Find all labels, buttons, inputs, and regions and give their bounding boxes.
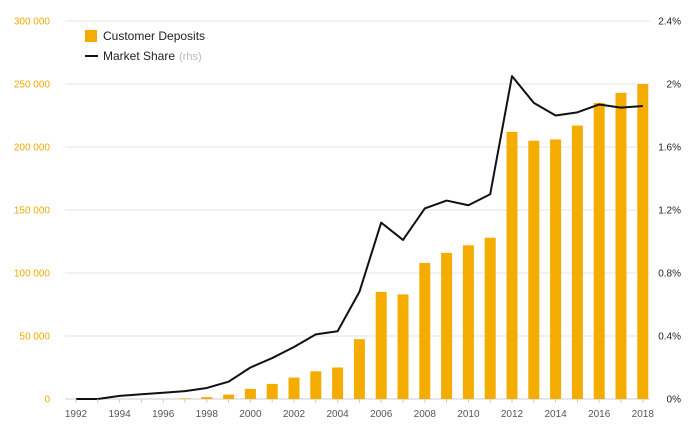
x-tick-label: 2002 — [283, 409, 306, 420]
right-tick-label: 0.8% — [658, 269, 681, 280]
bar-customer-deposits-2002 — [288, 377, 300, 399]
legend: Customer Deposits Market Share (rhs) — [85, 29, 205, 63]
x-tick-label: 2004 — [326, 409, 349, 420]
right-tick-label: 1.2% — [658, 206, 681, 217]
legend-label-market-share-suffix: (rhs) — [179, 51, 202, 63]
right-tick-label: 0% — [667, 395, 682, 406]
left-tick-label: 100 000 — [14, 269, 51, 280]
legend-label-market-share-name: Market Share — [103, 49, 175, 63]
bar-customer-deposits-1998 — [201, 397, 213, 399]
bar-customer-deposits-2006 — [375, 291, 387, 399]
line-market-share — [76, 75, 643, 400]
x-tick-label: 2008 — [414, 409, 437, 420]
left-tick-label: 300 000 — [14, 17, 51, 28]
left-tick-label: 250 000 — [14, 80, 51, 91]
left-tick-label: 200 000 — [14, 143, 51, 154]
bar-customer-deposits-1999 — [223, 394, 235, 399]
bar-customer-deposits-2014 — [550, 139, 562, 399]
bars-customer-deposits — [179, 84, 649, 400]
legend-label-customer-deposits: Customer Deposits — [103, 29, 205, 43]
legend-label-market-share: Market Share (rhs) — [103, 49, 202, 63]
bar-customer-deposits-2018 — [637, 84, 649, 399]
right-tick-label: 1.6% — [658, 143, 681, 154]
bar-customer-deposits-2004 — [332, 367, 344, 399]
bar-customer-deposits-2007 — [397, 294, 409, 399]
bar-customer-deposits-2008 — [419, 262, 431, 399]
bar-customer-deposits-2001 — [266, 383, 278, 399]
x-tick-label: 1994 — [108, 409, 131, 420]
x-tick-label: 1992 — [65, 409, 88, 420]
right-tick-label: 2.4% — [658, 17, 681, 28]
x-tick-label: 2016 — [588, 409, 611, 420]
bar-customer-deposits-2012 — [506, 131, 518, 399]
bar-customer-deposits-2009 — [441, 252, 453, 399]
x-tick-label: 2010 — [457, 409, 480, 420]
bar-customer-deposits-2015 — [571, 125, 583, 399]
x-tick-label: 2014 — [544, 409, 567, 420]
bar-customer-deposits-2000 — [244, 388, 256, 399]
x-tick-label: 2012 — [501, 409, 524, 420]
bar-customer-deposits-2013 — [528, 140, 540, 399]
market-share-line — [76, 75, 643, 400]
bar-customer-deposits-1997 — [179, 398, 191, 399]
x-tick-label: 2006 — [370, 409, 393, 420]
x-tick-label: 1998 — [196, 409, 219, 420]
right-axis: 0% 0.4% 0.8% 1.2% 1.6% 2% 2.4% — [658, 17, 681, 406]
bar-customer-deposits-2011 — [484, 237, 496, 399]
x-tick-label: 2018 — [632, 409, 655, 420]
bar-customer-deposits-2010 — [462, 245, 474, 399]
bar-customer-deposits-2017 — [615, 92, 627, 399]
bar-customer-deposits-2016 — [593, 102, 605, 400]
legend-swatch-customer-deposits — [85, 30, 97, 42]
bar-customer-deposits-2003 — [310, 371, 322, 399]
right-tick-label: 0.4% — [658, 332, 681, 343]
left-tick-label: 50 000 — [19, 332, 50, 343]
bar-customer-deposits-2005 — [353, 339, 365, 399]
x-axis: 1992 1994 1996 1998 2000 2002 2004 2006 2008 2010… — [65, 399, 654, 420]
left-tick-label: 150 000 — [14, 206, 51, 217]
left-axis: 0 50 000 100 000 150 000 200 000 250 000 300 0… — [14, 17, 51, 406]
grid-lines — [65, 20, 650, 400]
right-tick-label: 2% — [667, 80, 682, 91]
left-tick-label: 0 — [44, 395, 50, 406]
x-tick-label: 2000 — [239, 409, 262, 420]
x-tick-label: 1996 — [152, 409, 175, 420]
